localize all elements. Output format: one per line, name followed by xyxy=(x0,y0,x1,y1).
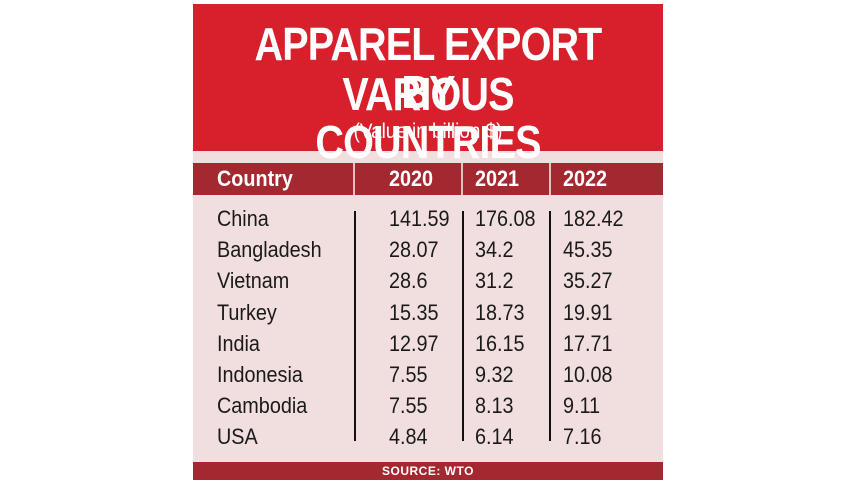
value-cell-2022: 7.16 xyxy=(563,424,602,450)
country-cell: Vietnam xyxy=(217,268,290,294)
chart-title-line-1: APPAREL EXPORT BY xyxy=(254,18,602,118)
header-country: Country xyxy=(217,166,293,191)
country-cell: Indonesia xyxy=(217,362,303,387)
value-cell-2020: 7.55 xyxy=(389,393,428,419)
value-cell-2020: 28.07 xyxy=(389,237,439,263)
table-row: Cambodia 7.55 8.13 9.11 xyxy=(193,390,663,421)
value-cell-2020: 12.97 xyxy=(389,330,439,356)
value-cell-2021: 176.08 xyxy=(475,206,536,231)
value-cell-2022: 19.91 xyxy=(563,299,613,325)
country-cell: USA xyxy=(217,424,258,450)
chart-subtitle: (Value in billion $) xyxy=(353,120,503,143)
table-row: India 12.97 16.15 17.71 xyxy=(193,328,663,359)
value-cell-2020: 4.84 xyxy=(389,424,428,450)
column-divider xyxy=(549,211,551,441)
header-separator xyxy=(549,163,551,195)
country-cell: Cambodia xyxy=(217,393,308,419)
title-banner: APPAREL EXPORT BY VARIOUS COUNTRIES (Val… xyxy=(193,4,663,166)
value-cell-2022: 182.42 xyxy=(563,206,624,231)
value-cell-2022: 45.35 xyxy=(563,237,613,263)
value-cell-2020: 141.59 xyxy=(389,206,450,231)
column-divider xyxy=(354,211,356,441)
table-row: Bangladesh 28.07 34.2 45.35 xyxy=(193,234,663,265)
value-cell-2021: 31.2 xyxy=(475,268,514,294)
value-cell-2022: 17.71 xyxy=(563,330,613,356)
header-separator xyxy=(353,163,355,195)
table-row: Vietnam 28.6 31.2 35.27 xyxy=(193,265,663,296)
country-cell: Bangladesh xyxy=(217,237,322,263)
country-cell: China xyxy=(217,206,269,231)
chart-title-line-2: VARIOUS COUNTRIES xyxy=(315,68,541,168)
value-cell-2021: 6.14 xyxy=(475,424,514,450)
table-header-row: Country 2020 2021 2022 xyxy=(193,163,663,195)
value-cell-2021: 34.2 xyxy=(475,237,514,263)
header-2022: 2022 xyxy=(563,166,608,191)
value-cell-2020: 15.35 xyxy=(389,299,439,325)
value-cell-2021: 16.15 xyxy=(475,330,525,356)
value-cell-2022: 10.08 xyxy=(563,362,613,387)
header-2021: 2021 xyxy=(475,166,520,191)
header-separator xyxy=(461,163,463,195)
value-cell-2022: 35.27 xyxy=(563,268,613,294)
value-cell-2020: 7.55 xyxy=(389,362,428,387)
source-footer: SOURCE: WTO xyxy=(193,462,663,480)
table-row: USA 4.84 6.14 7.16 xyxy=(193,421,663,452)
table-row: Indonesia 7.55 9.32 10.08 xyxy=(193,359,663,390)
table-row: Turkey 15.35 18.73 19.91 xyxy=(193,297,663,328)
infographic-card: APPAREL EXPORT BY VARIOUS COUNTRIES (Val… xyxy=(193,4,663,480)
value-cell-2022: 9.11 xyxy=(563,393,601,419)
value-cell-2021: 8.13 xyxy=(475,393,514,419)
header-2020: 2020 xyxy=(389,166,434,191)
country-cell: India xyxy=(217,330,260,356)
column-divider xyxy=(462,211,464,441)
value-cell-2021: 9.32 xyxy=(475,362,514,387)
table-row: China 141.59 176.08 182.42 xyxy=(193,203,663,234)
value-cell-2021: 18.73 xyxy=(475,299,525,325)
country-cell: Turkey xyxy=(217,299,277,325)
value-cell-2020: 28.6 xyxy=(389,268,428,294)
